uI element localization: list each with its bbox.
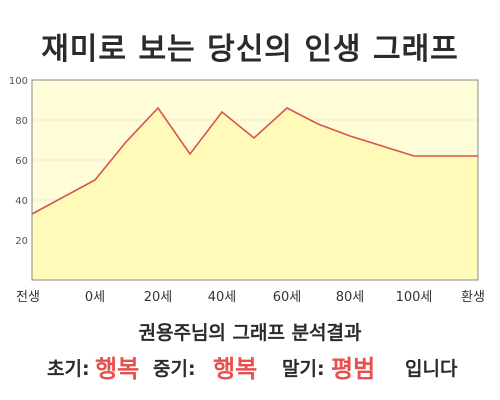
late-value: 평범 [331, 355, 376, 383]
y-axis-ticks: 20 40 60 80 100 [9, 76, 28, 247]
y-tick-label: 20 [15, 236, 28, 247]
y-tick-label: 80 [15, 116, 28, 127]
middle-value: 행복 [213, 355, 258, 383]
x-tick-label: 40세 [208, 290, 237, 305]
area-fill [32, 108, 478, 280]
plot-frame [31, 79, 479, 281]
x-tick-label: 0세 [85, 290, 105, 305]
x-axis-ticks: 전생 0세 20세 40세 60세 80세 100세 환생 [16, 290, 485, 305]
late-label: 말기: [282, 358, 325, 380]
result-heading: 권용주님의 그래프 분석결과 [138, 322, 362, 344]
page-title: 재미로 보는 당신의 인생 그래프 [41, 32, 459, 67]
early-value: 행복 [95, 355, 140, 383]
result-summary: 초기: 행복 중기: 행복 말기: 평범 입니다 [0, 346, 500, 383]
x-tick-label: 20세 [144, 290, 173, 305]
x-tick-label: 100세 [396, 290, 433, 305]
y-tick-label: 40 [15, 196, 28, 207]
early-label: 초기: [47, 358, 90, 380]
x-tick-label: 80세 [336, 290, 365, 305]
x-tick-label: 60세 [273, 290, 302, 305]
x-tick-label: 환생 [461, 290, 485, 305]
y-tick-label: 100 [9, 76, 28, 87]
series-line [31, 106, 478, 215]
y-tick-label: 60 [15, 156, 28, 167]
middle-label: 중기: [153, 358, 196, 380]
ending-text: 입니다 [405, 358, 458, 380]
x-tick-label: 전생 [16, 290, 40, 305]
